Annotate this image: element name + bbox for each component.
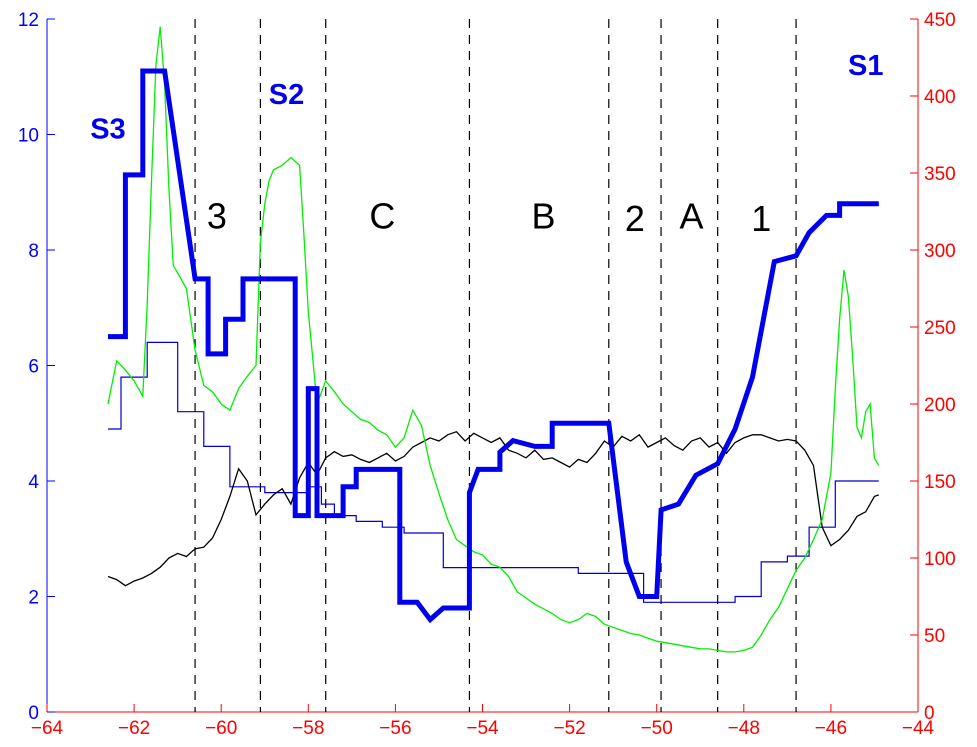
y-right-tick-label: 400 — [924, 87, 956, 108]
x-tick-label: −46 — [815, 718, 847, 739]
y-left-tick-label: 4 — [28, 472, 39, 493]
region-label: C — [369, 195, 395, 236]
series-black-line — [107, 430, 880, 587]
x-tick-label: −60 — [205, 718, 237, 739]
series-label: S1 — [848, 50, 883, 82]
y-right-tick-label: 50 — [924, 626, 945, 647]
region-label: 2 — [625, 198, 645, 239]
y-right-tick-label: 350 — [924, 164, 956, 185]
x-tick-label: −64 — [31, 718, 64, 739]
y-left-tick-label: 0 — [28, 703, 39, 724]
series-label: S3 — [90, 114, 125, 146]
x-tick-label: −44 — [902, 718, 935, 739]
x-tick-label: −58 — [292, 718, 324, 739]
y-right-tick-label: 300 — [924, 241, 956, 262]
region-label: 3 — [207, 195, 227, 236]
y-left-tick-label: 10 — [18, 126, 39, 147]
region-label: 1 — [751, 198, 771, 239]
x-tick-label: −62 — [118, 718, 150, 739]
region-label: A — [680, 195, 704, 236]
chart-labels: 3 C B 2 A 1 S3 S2 S1 — [90, 50, 883, 239]
y-left-tick-label: 8 — [28, 241, 39, 262]
series-thick-blue-step — [108, 68, 879, 624]
x-tick-label: −56 — [379, 718, 411, 739]
axes: −64 −62 −60 −58 −56 −54 −52 −50 −48 −46 −440246810… — [18, 10, 956, 739]
series-thin-blue-step — [108, 341, 879, 603]
x-tick-label: −54 — [466, 718, 499, 739]
series-label: S2 — [269, 79, 304, 111]
y-left-tick-label: 6 — [28, 357, 39, 378]
x-tick-label: −48 — [728, 718, 760, 739]
y-right-tick-label: 150 — [924, 472, 956, 493]
y-right-tick-label: 250 — [924, 318, 956, 339]
y-right-tick-label: 450 — [924, 10, 956, 31]
y-right-tick-label: 0 — [924, 703, 935, 724]
y-left-tick-label: 2 — [28, 588, 39, 609]
y-right-tick-label: 200 — [924, 395, 956, 416]
series-green-line — [107, 26, 880, 653]
x-tick-label: −52 — [553, 718, 585, 739]
phase-dividers — [194, 19, 797, 712]
x-tick-label: −50 — [641, 718, 673, 739]
region-label: B — [531, 195, 555, 236]
y-left-tick-label: 12 — [18, 10, 39, 31]
series-lines — [107, 26, 880, 653]
y-right-tick-label: 100 — [924, 549, 956, 570]
